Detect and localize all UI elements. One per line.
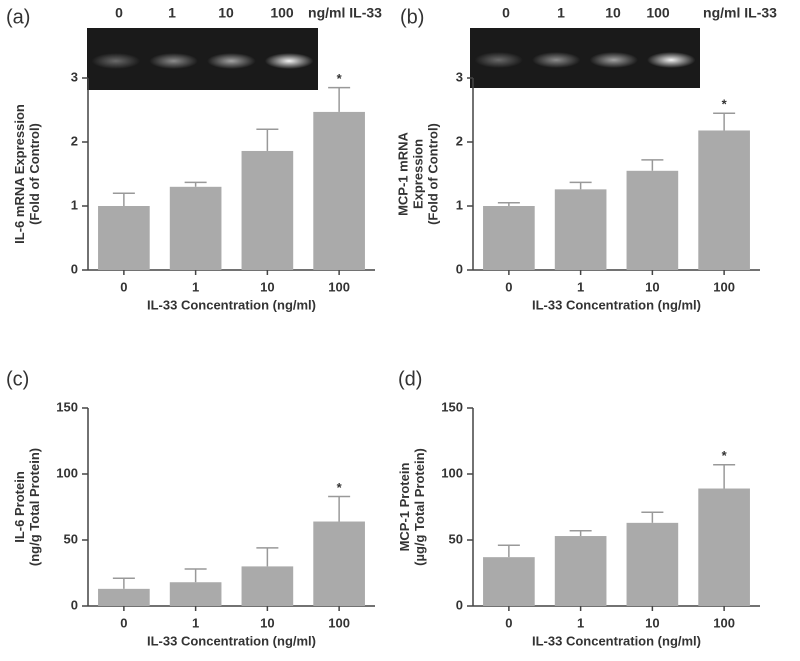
y-tick-label: 2: [456, 133, 463, 148]
y-tick-label: 0: [456, 261, 463, 276]
bar: [698, 130, 750, 270]
gel-label: ng/ml IL-33: [703, 5, 777, 21]
bar: [483, 206, 535, 270]
panel-label: (b): [400, 6, 424, 28]
annotation: *: [337, 71, 343, 86]
x-tick-label: 0: [505, 279, 512, 294]
annotation: *: [722, 448, 728, 463]
x-tick-label: 1: [577, 279, 584, 294]
x-tick-label: 0: [120, 615, 127, 630]
gel-label: 100: [270, 5, 294, 21]
y-tick-label: 2: [71, 133, 78, 148]
panel-label: (c): [6, 368, 29, 390]
bar: [169, 582, 222, 606]
y-axis-label: (ng/g Total Protein): [27, 448, 42, 566]
panel-label: (a): [6, 6, 30, 28]
x-tick-label: 10: [260, 279, 274, 294]
x-axis-label: IL-33 Concentration (ng/ml): [147, 633, 316, 648]
gel-band: [589, 52, 638, 68]
bar: [626, 170, 679, 270]
y-axis-label: Expression: [410, 139, 425, 209]
bar: [169, 186, 222, 270]
bar: [483, 557, 535, 606]
bar: [241, 566, 294, 606]
y-tick-label: 150: [56, 399, 78, 414]
y-tick-label: 150: [441, 399, 463, 414]
bar: [313, 111, 365, 270]
y-axis-label: (µg/g Total Protein): [412, 448, 427, 566]
bar: [626, 522, 679, 606]
x-tick-label: 100: [328, 615, 350, 630]
gel-band: [474, 52, 523, 68]
y-tick-label: 50: [449, 531, 463, 546]
y-tick-label: 3: [456, 69, 463, 84]
gel-label: 10: [218, 5, 234, 21]
bar: [698, 488, 750, 606]
y-tick-label: 1: [456, 197, 463, 212]
x-tick-label: 100: [713, 615, 735, 630]
gel-label: 0: [502, 5, 510, 21]
y-tick-label: 0: [456, 597, 463, 612]
x-axis-label: IL-33 Concentration (ng/ml): [532, 297, 701, 312]
x-tick-label: 1: [192, 279, 199, 294]
x-tick-label: 1: [192, 615, 199, 630]
x-axis-label: IL-33 Concentration (ng/ml): [147, 297, 316, 312]
y-axis-label: IL-6 Protein: [12, 471, 27, 543]
y-tick-label: 1: [71, 197, 78, 212]
x-axis-label: IL-33 Concentration (ng/ml): [532, 633, 701, 648]
x-tick-label: 100: [328, 279, 350, 294]
gel-label: 1: [168, 5, 176, 21]
x-tick-label: 10: [260, 615, 274, 630]
y-axis-label: (Fold of Control): [425, 123, 440, 225]
y-axis-label: IL-6 mRNA Expression: [12, 104, 27, 244]
gel-label: 0: [115, 5, 123, 21]
y-tick-label: 100: [441, 465, 463, 480]
gel-label: 10: [605, 5, 621, 21]
bar: [98, 206, 150, 270]
x-tick-label: 0: [505, 615, 512, 630]
y-tick-label: 0: [71, 597, 78, 612]
gel-band: [91, 53, 141, 69]
x-tick-label: 1: [577, 615, 584, 630]
gel-band: [149, 53, 198, 69]
y-axis-label: MCP-1 Protein: [397, 463, 412, 552]
y-tick-label: 50: [64, 531, 78, 546]
bar: [554, 536, 607, 606]
annotation: *: [337, 480, 343, 495]
gel-label: ng/ml IL-33: [308, 5, 382, 21]
x-tick-label: 10: [645, 615, 659, 630]
gel-band: [207, 53, 256, 69]
x-tick-label: 10: [645, 279, 659, 294]
panel-label: (d): [398, 368, 422, 390]
y-tick-label: 3: [71, 69, 78, 84]
bar: [98, 588, 150, 606]
gel-band: [264, 53, 314, 69]
bar: [241, 150, 294, 270]
y-axis-label: (Fold of Control): [27, 123, 42, 225]
gel-label: 100: [646, 5, 670, 21]
y-tick-label: 0: [71, 261, 78, 276]
gel-band: [532, 52, 581, 68]
gel-band: [647, 52, 696, 68]
x-tick-label: 0: [120, 279, 127, 294]
gel-label: 1: [557, 5, 565, 21]
annotation: *: [722, 97, 728, 112]
x-tick-label: 100: [713, 279, 735, 294]
bar: [554, 189, 607, 270]
y-axis-label: MCP-1 mRNA: [395, 132, 410, 216]
y-tick-label: 100: [56, 465, 78, 480]
bar: [313, 521, 365, 606]
